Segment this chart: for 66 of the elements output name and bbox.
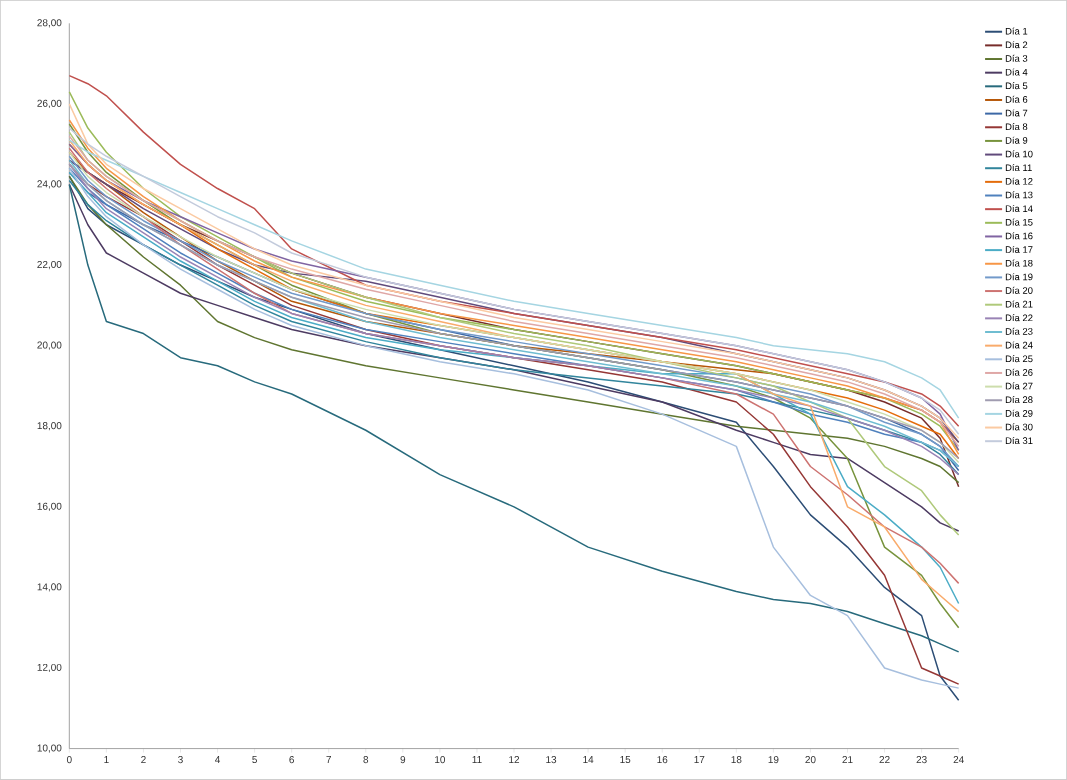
y-tick-label: 22,00 <box>37 260 62 270</box>
x-tick-label: 20 <box>805 756 816 764</box>
x-tick-label: 17 <box>694 756 705 763</box>
legend-label: Día 13 <box>1005 191 1033 199</box>
legend-label: Día 3 <box>1005 54 1028 62</box>
legend-label: Día 25 <box>1005 355 1033 363</box>
legend-label: Día 6 <box>1005 95 1028 103</box>
legend-label: Día 12 <box>1005 177 1033 185</box>
y-tick-label: 18,00 <box>37 422 62 431</box>
legend-label: Día 31 <box>1005 437 1033 445</box>
legend-label: Día 22 <box>1005 314 1033 322</box>
legend-label: Día 2 <box>1005 41 1028 49</box>
y-tick-label: 26,00 <box>37 99 62 109</box>
x-tick-label: 18 <box>731 756 742 764</box>
x-tick-label: 3 <box>178 756 183 764</box>
legend-label: Día 16 <box>1005 232 1033 240</box>
x-tick-label: 7 <box>326 756 331 763</box>
x-tick-label: 1 <box>104 756 109 763</box>
x-tick-label: 15 <box>620 756 631 764</box>
x-tick-label: 6 <box>289 756 294 764</box>
x-tick-label: 8 <box>363 756 369 764</box>
x-tick-label: 0 <box>66 756 72 764</box>
legend-label: Día 1 <box>1005 27 1028 35</box>
x-tick-label: 22 <box>879 756 890 764</box>
legend-label: Día 9 <box>1005 136 1028 144</box>
y-tick-label: 14,00 <box>37 583 62 592</box>
legend-label: Día 21 <box>1005 300 1033 308</box>
legend-label: Día 18 <box>1005 259 1033 267</box>
legend-label: Día 17 <box>1005 245 1033 253</box>
legend-label: Día 30 <box>1005 423 1033 431</box>
legend-label: Día 26 <box>1005 368 1033 376</box>
x-tick-label: 10 <box>435 756 446 764</box>
x-tick-label: 5 <box>252 756 257 764</box>
y-tick-label: 10,00 <box>37 744 62 753</box>
y-tick-label: 12,00 <box>37 663 62 673</box>
x-tick-label: 14 <box>583 756 594 763</box>
x-tick-label: 19 <box>768 756 779 764</box>
legend-label: Día 8 <box>1005 123 1028 131</box>
y-tick-label: 28,00 <box>37 19 62 28</box>
x-tick-label: 24 <box>953 756 964 764</box>
legend-label: Día 10 <box>1005 150 1033 158</box>
legend-label: Día 28 <box>1005 396 1033 404</box>
legend-label: Día 27 <box>1005 382 1033 390</box>
legend-label: Día 24 <box>1005 341 1033 349</box>
legend-label: Día 19 <box>1005 273 1033 281</box>
legend-label: Día 23 <box>1005 327 1033 335</box>
x-tick-label: 4 <box>215 756 221 763</box>
x-tick-label: 11 <box>472 756 482 763</box>
legend-label: Día 15 <box>1005 218 1033 226</box>
y-tick-label: 20,00 <box>37 341 62 350</box>
y-tick-label: 24,00 <box>37 180 62 189</box>
x-tick-label: 12 <box>509 756 520 764</box>
x-tick-label: 13 <box>546 756 557 764</box>
x-tick-label: 9 <box>400 756 406 764</box>
x-tick-label: 23 <box>916 756 927 764</box>
x-tick-label: 21 <box>842 756 853 764</box>
legend-label: Día 29 <box>1005 409 1033 417</box>
legend-label: Día 11 <box>1005 164 1032 172</box>
legend-label: Día 7 <box>1005 109 1028 117</box>
legend-label: Día 14 <box>1005 204 1033 213</box>
y-tick-label: 16,00 <box>37 502 62 511</box>
legend-label: Día 4 <box>1005 68 1028 76</box>
legend-label: Día 20 <box>1005 286 1033 294</box>
x-tick-label: 2 <box>141 756 146 764</box>
x-tick-label: 16 <box>657 756 668 764</box>
legend-label: Día 5 <box>1005 82 1028 90</box>
